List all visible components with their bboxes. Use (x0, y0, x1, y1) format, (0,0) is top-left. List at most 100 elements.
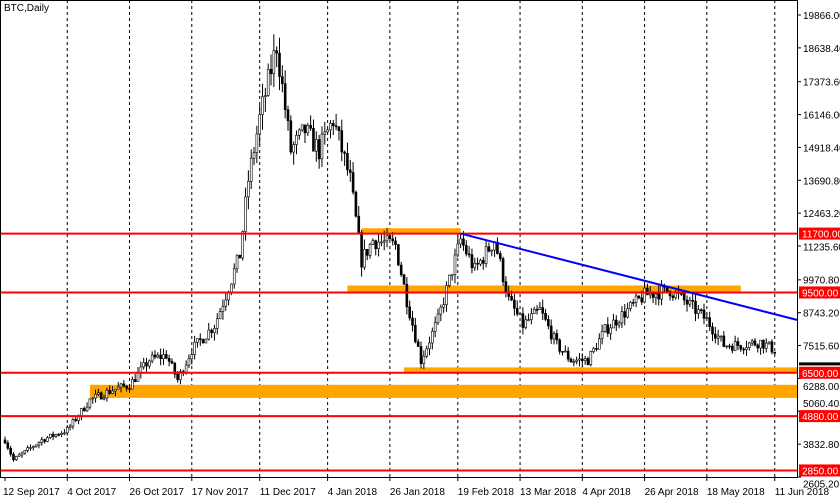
candle-body (12, 453, 15, 461)
candle-body (80, 408, 83, 417)
candle-body (85, 406, 89, 412)
candle-body (631, 302, 635, 304)
candle-body (419, 346, 423, 364)
candle-body (736, 341, 740, 346)
candle-body (572, 361, 576, 363)
candle-body (329, 123, 332, 131)
candle-body (230, 283, 233, 293)
candle-body (521, 313, 525, 328)
chart-title: BTC,Daily (4, 3, 50, 14)
support-resistance-zone (89, 384, 797, 398)
candle-body (351, 172, 355, 193)
candle-body (309, 125, 312, 129)
candle-body (702, 309, 706, 319)
candle-body (714, 333, 717, 339)
candle-body (498, 253, 502, 259)
candle-body (569, 358, 573, 363)
candle-body (198, 338, 202, 340)
candle-body (357, 215, 361, 233)
candle-body (227, 292, 230, 301)
x-tick-label: 12 Sep 2017 (3, 487, 60, 498)
candle-body (354, 191, 358, 217)
y-tick-label: 12463.20 (803, 209, 840, 220)
candle-body (9, 447, 12, 455)
candle-body (391, 238, 395, 242)
price-level-label-bg (799, 227, 840, 240)
candle-body (57, 434, 61, 436)
candle-body (348, 169, 352, 173)
x-tick-label: 26 Apr 2018 (645, 487, 699, 498)
candle-body (682, 293, 686, 301)
x-tick-label: 26 Oct 2017 (130, 487, 185, 498)
candle-body (204, 338, 208, 344)
candle-body (382, 240, 386, 243)
candle-body (544, 312, 547, 320)
price-level-label: 9500.00 (802, 288, 839, 299)
candle-body (247, 181, 250, 198)
candle-body (238, 254, 242, 259)
candle-body (125, 385, 128, 389)
candle-body (504, 281, 508, 293)
candle-body (37, 442, 41, 446)
candle-body (281, 76, 284, 84)
candle-body (767, 341, 771, 344)
y-tick-label: 2605.20 (803, 479, 840, 490)
candle-body (547, 319, 550, 327)
y-tick-label: 17373.60 (803, 78, 840, 89)
candle-body (609, 327, 612, 334)
candle-body (617, 322, 621, 326)
candle-body (215, 318, 219, 329)
candle-body (60, 433, 63, 436)
candle-body (133, 379, 137, 382)
candle-body (91, 397, 95, 400)
x-tick-label: 18 May 2018 (707, 487, 765, 498)
candle-body (592, 348, 595, 352)
candle-body (442, 304, 445, 308)
candle-body (699, 309, 703, 312)
candle-body (3, 439, 7, 444)
candle-body (235, 254, 239, 270)
candle-body (433, 322, 437, 332)
candle-body (68, 425, 72, 428)
candle-body (394, 240, 397, 245)
candle-body (165, 354, 168, 359)
candle-body (266, 69, 270, 96)
x-tick-label: 4 Jan 2018 (328, 487, 378, 498)
candle-body (564, 350, 567, 353)
candle-body (515, 308, 519, 315)
candle-body (445, 285, 448, 305)
candle-body (688, 299, 692, 305)
candle-body (269, 69, 273, 74)
candle-body (131, 379, 134, 390)
candle-body (337, 126, 341, 131)
candle-body (762, 339, 765, 349)
y-tick-label: 9970.80 (803, 275, 840, 286)
candle-body (252, 152, 256, 159)
candle-body (142, 362, 145, 368)
candle-body (764, 342, 768, 349)
candle-body (374, 240, 378, 250)
y-tick-label: 7515.60 (803, 342, 840, 353)
x-tick-label: 26 Jan 2018 (390, 487, 445, 498)
candle-body (535, 308, 539, 311)
candle-body (255, 133, 259, 153)
candle-body (139, 366, 143, 373)
candle-body (224, 299, 228, 307)
candle-body (697, 309, 700, 314)
candle-body (524, 319, 528, 328)
candle-body (201, 339, 205, 344)
candle-body (99, 392, 103, 400)
candle-body (29, 447, 32, 449)
candle-body (111, 390, 114, 394)
candle-body (431, 330, 434, 344)
candle-body (685, 299, 689, 305)
candle-body (634, 295, 638, 303)
candle-body (527, 319, 530, 321)
price-level-label-bg (799, 410, 840, 423)
candle-body (40, 439, 44, 443)
candle-body (532, 308, 536, 314)
candle-body (456, 243, 460, 256)
candle-body (439, 306, 443, 315)
candle-body (459, 238, 462, 245)
